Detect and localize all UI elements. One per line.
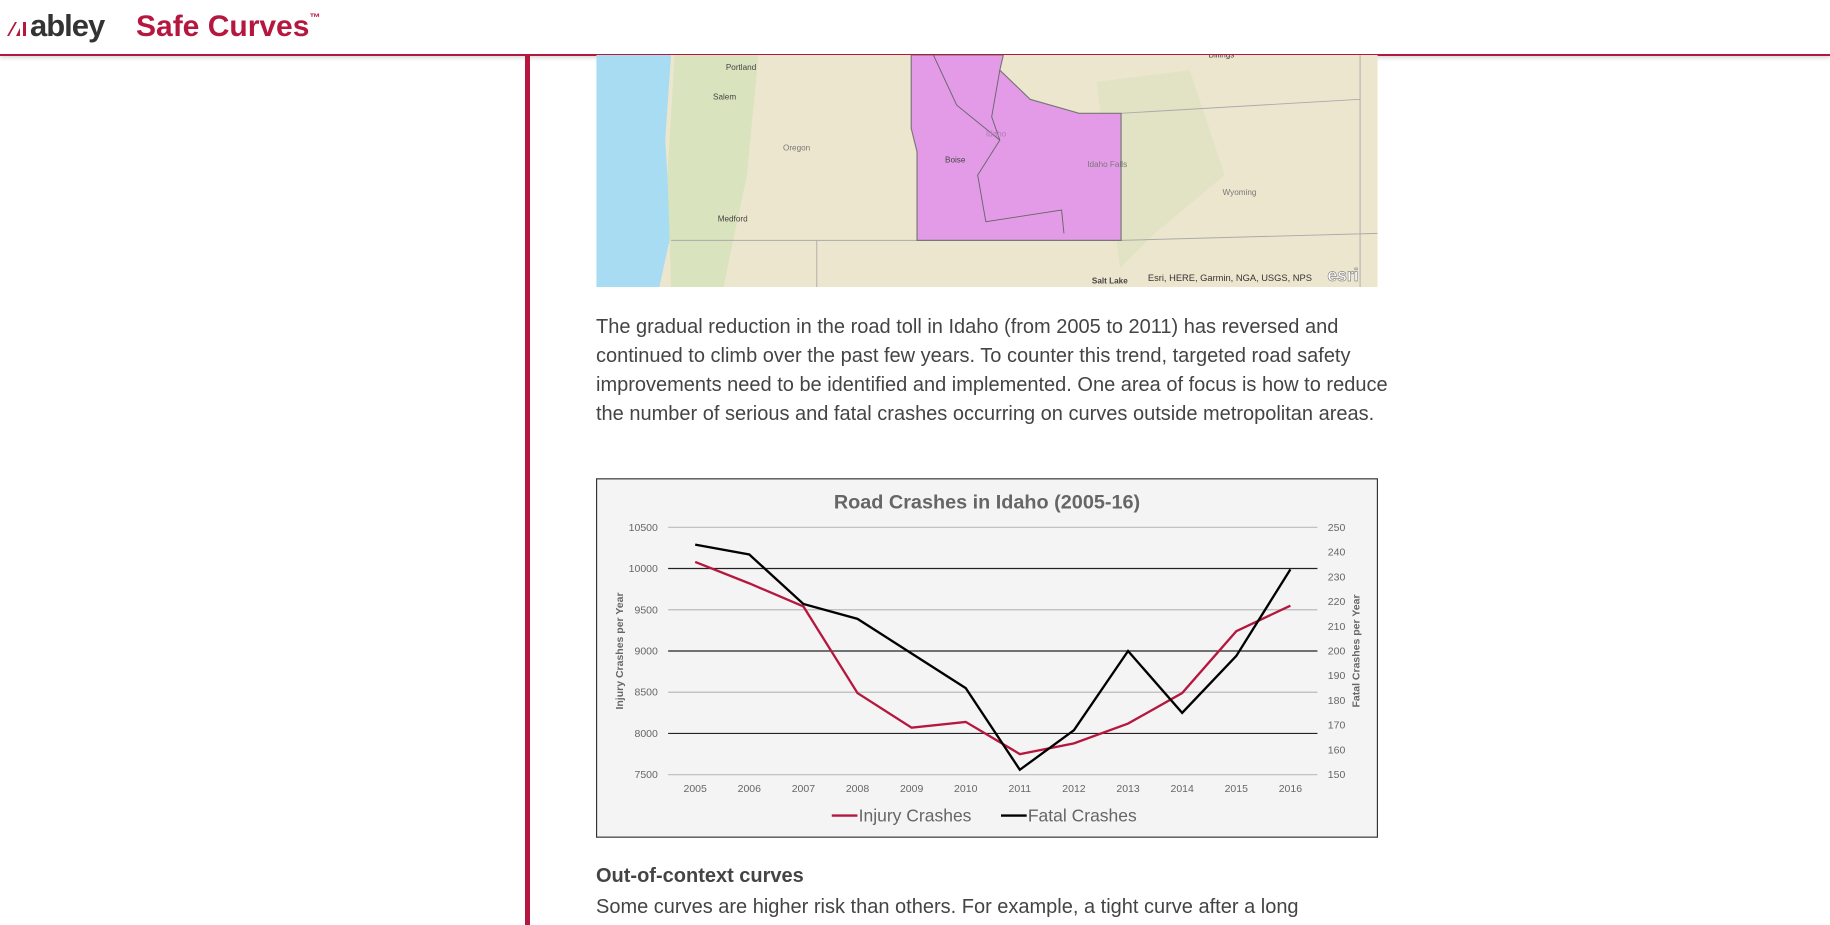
brand[interactable]: Safe Curves™	[136, 10, 320, 44]
x-tick-label: 2006	[738, 783, 762, 795]
map-label: Portland	[726, 63, 757, 72]
logo[interactable]: abley	[6, 8, 105, 44]
y-tick-label: 10500	[629, 522, 658, 534]
y-tick-label: 9000	[635, 645, 659, 657]
logo-icon	[7, 22, 26, 36]
y2-tick-label: 250	[1328, 522, 1346, 534]
y2-tick-label: 150	[1328, 769, 1346, 781]
x-tick-label: 2007	[792, 783, 816, 795]
brand-text: Safe Curves	[136, 10, 310, 43]
y2-tick-label: 170	[1328, 720, 1346, 732]
y2-tick-label: 230	[1328, 571, 1346, 583]
map-label: Idaho	[986, 130, 1007, 139]
map-labels: Billings Portland Salem Oregon Idaho Boi…	[713, 55, 1257, 286]
x-tick-label: 2014	[1170, 783, 1194, 795]
series-line	[694, 543, 1292, 772]
legend-label: Injury Crashes	[859, 805, 972, 825]
y2-tick-label: 160	[1328, 744, 1346, 756]
map-label: Wyoming	[1222, 188, 1256, 197]
logo-text: abley	[30, 8, 105, 43]
y-tick-label: 10000	[629, 563, 658, 575]
y2-tick-label: 200	[1328, 645, 1346, 657]
map-label: Boise	[945, 155, 966, 164]
chart: Road Crashes in Idaho (2005-16) 7500 8000 8…	[596, 478, 1378, 838]
x-tick-label: 2012	[1062, 783, 1086, 795]
y-tick-label: 9500	[635, 604, 659, 616]
legend-label: Fatal Crashes	[1028, 805, 1137, 825]
x-tick-label: 2011	[1009, 783, 1032, 795]
esri-logo: esri	[1327, 265, 1358, 285]
map-label: Oregon	[783, 144, 810, 153]
map-label: Medford	[718, 215, 748, 224]
y2-tick-label: 220	[1328, 596, 1346, 608]
map-label: Salt Lake	[1092, 277, 1128, 286]
x-tick-label: 2009	[900, 783, 924, 795]
y-tick-label: 8000	[635, 728, 659, 740]
map-attribution: Esri, HERE, Garmin, NGA, USGS, NPS	[1148, 273, 1312, 283]
y2-tick-label: 180	[1328, 695, 1346, 707]
x-tick-label: 2016	[1279, 783, 1303, 795]
header: abley Safe Curves™	[0, 0, 1830, 56]
chart-title: Road Crashes in Idaho (2005-16)	[834, 492, 1140, 514]
map-label: Billings	[1209, 55, 1235, 59]
section-heading: Out-of-context curves	[596, 865, 804, 887]
y2-tick-label: 240	[1328, 547, 1346, 559]
series-line	[694, 560, 1291, 756]
x-tick-label: 2015	[1225, 783, 1249, 795]
x-tick-label: 2010	[954, 783, 978, 795]
map-label: Salem	[713, 92, 736, 101]
map-label: Idaho Falls	[1087, 160, 1127, 169]
y-axis-label: Injury Crashes per Year	[614, 592, 626, 709]
y-tick-label: 7500	[635, 769, 659, 781]
x-tick-label: 2005	[684, 783, 708, 795]
x-tick-label: 2013	[1116, 783, 1140, 795]
y2-tick-label: 210	[1328, 621, 1346, 633]
side-bar	[525, 56, 530, 925]
y-tick-label: 8500	[635, 687, 659, 699]
y2-axis-label: Fatal Crashes per Year	[1350, 594, 1362, 707]
intro-paragraph: The gradual reduction in the road toll i…	[596, 316, 1388, 425]
y2-tick-label: 190	[1328, 670, 1346, 682]
x-tick-label: 2008	[846, 783, 870, 795]
map: Billings Portland Salem Oregon Idaho Boi…	[596, 55, 1378, 287]
section-paragraph: Some curves are higher risk than others.…	[596, 896, 1299, 918]
trademark: ™	[309, 12, 321, 24]
